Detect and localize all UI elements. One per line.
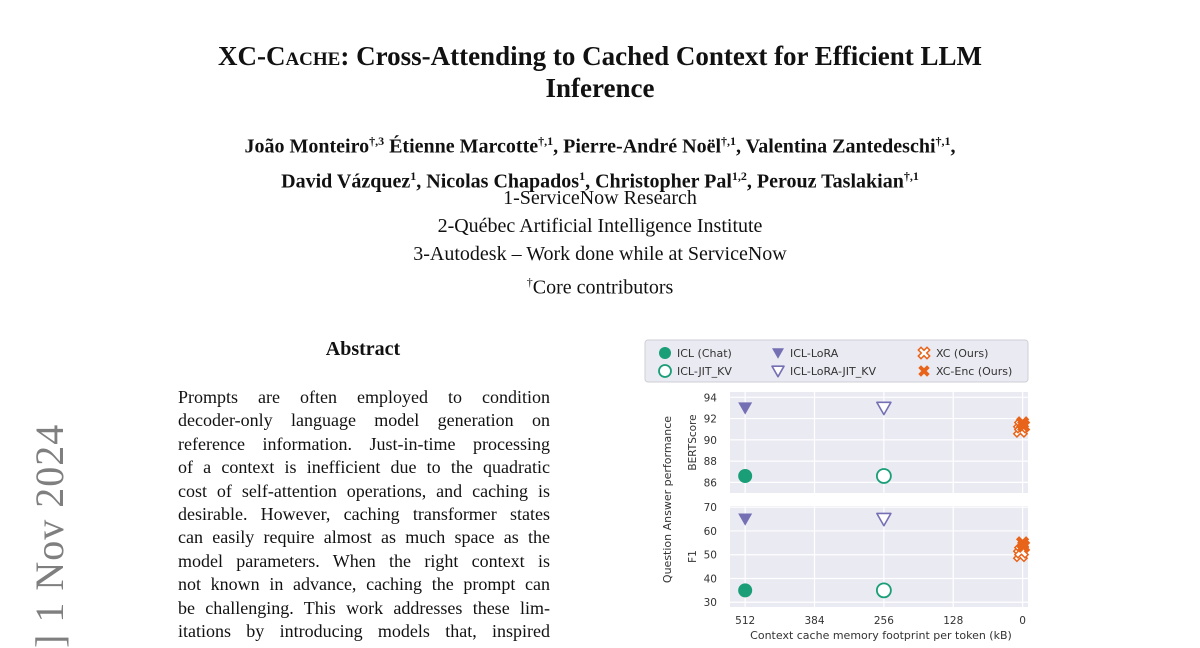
- y-tick-label: 40: [704, 573, 717, 585]
- author-name: ,: [950, 135, 956, 158]
- x-tick-label: 512: [735, 615, 755, 627]
- data-point-icl-jit-kv: [875, 468, 892, 484]
- affiliation-3: 3-Autodesk – Work done while at ServiceN…: [413, 243, 787, 265]
- y-tick-label: 60: [704, 526, 717, 538]
- panel-y-label: F1: [687, 550, 699, 563]
- author-affiliation-mark: †,1: [903, 168, 919, 183]
- author-affiliation-mark: 1: [410, 168, 417, 183]
- y-tick-label: 94: [704, 392, 718, 404]
- data-point-icl-chat-: [738, 583, 753, 598]
- core-contributors-text: Core contributors: [532, 276, 674, 299]
- legend-marker-icl-lora-jit-kv: [771, 365, 785, 378]
- author-name: , Perouz Taslakian: [746, 170, 904, 193]
- abstract-line: of a context is inefficient due to the q…: [178, 457, 550, 478]
- dagger-symbol: †: [526, 275, 533, 289]
- core-contributors-note: †Core contributors: [0, 268, 1200, 302]
- abstract-line: be challenging. This work addresses thes…: [178, 597, 550, 618]
- legend-marker-icl-jit-kv: [658, 364, 672, 378]
- x-tick-label: 256: [874, 615, 894, 627]
- author-name: , Nicolas Chapados: [416, 170, 580, 193]
- data-point-icl-lora: [738, 513, 753, 526]
- affiliation-1: 1-ServiceNow Research: [503, 187, 697, 209]
- author-name: David Vázquez: [281, 170, 411, 193]
- y-tick-label: 86: [704, 477, 718, 489]
- x-tick-label: 128: [943, 615, 963, 627]
- x-tick-label: 0: [1019, 615, 1026, 627]
- author-affiliation-mark: †,1: [935, 134, 951, 148]
- abstract-heading: Abstract: [325, 338, 401, 360]
- y-tick-label: 90: [704, 435, 717, 447]
- data-point-icl-lora-jit-kv: [876, 512, 892, 527]
- author-name: , Valentina Zantedeschi: [736, 135, 936, 158]
- abstract-line: decoder-only language model generation o…: [178, 410, 550, 431]
- author-name: , Pierre-André Noël: [553, 135, 722, 158]
- abstract-body: Prompts are often employed to condition d…: [178, 386, 550, 643]
- legend-label: ICL-JIT_KV: [677, 365, 732, 378]
- data-point-xc-enc-ours-: [1017, 539, 1031, 554]
- legend-marker-icl-lora: [772, 348, 784, 359]
- author-affiliation-mark: †,1: [721, 134, 737, 148]
- author-line-2: David Vázquez1, Nicolas Chapados1, Chris…: [0, 162, 1200, 197]
- author-line-1: João Monteiro†,3 Étienne Marcotte†,1, Pi…: [0, 127, 1200, 162]
- legend-label: XC-Enc (Ours): [936, 365, 1012, 378]
- arxiv-side-stamp: ] 1 Nov 2024: [27, 423, 72, 648]
- author-affiliation-mark: †,3: [369, 134, 385, 148]
- title-system-name: XC-Cache: [217, 41, 341, 71]
- affiliation-2: 2-Québec Artificial Intelligence Institu…: [437, 215, 763, 237]
- abstract-line: cost of self-attention operations, and c…: [178, 480, 550, 501]
- author-affiliation-mark: †,1: [538, 134, 554, 148]
- author-affiliation-mark: 1: [579, 168, 586, 183]
- y-tick-label: 88: [704, 456, 717, 468]
- shared-y-label: Question Answer performance: [661, 416, 674, 583]
- legend-label: ICL-LoRA-JIT_KV: [790, 365, 876, 378]
- abstract-line: itations by introducing models that, ins…: [178, 621, 550, 642]
- abstract-line: Prompts are often employed to condition: [178, 387, 550, 407]
- abstract-line: reference information. Just-in-time proc…: [178, 433, 550, 454]
- title-rest: : Cross-Attending to Cached Context for …: [340, 41, 983, 71]
- paper-title: XC-Cache: Cross-Attending to Cached Cont…: [0, 40, 1200, 104]
- y-tick-label: 50: [704, 550, 717, 562]
- legend-marker-xc-enc-ours-: [918, 365, 930, 377]
- abstract-line: model parameters. When the right context…: [178, 550, 550, 571]
- author-name: João Monteiro: [244, 135, 370, 158]
- author-list: João Monteiro†,3 Étienne Marcotte†,1, Pi…: [0, 127, 1200, 196]
- legend-label: ICL-LoRA: [790, 347, 839, 360]
- qa-performance-figure: ICL (Chat) ICL-LoRA XC (Ours) ICL-JIT_KV ICL…: [644, 339, 1031, 642]
- affiliations: 1-ServiceNow Research 2-Québec Artificia…: [0, 184, 1200, 302]
- legend-marker-xc-ours-: [917, 346, 931, 360]
- panel-y-label: BERTScore: [687, 414, 699, 470]
- y-tick-label: 92: [704, 414, 717, 426]
- legend-marker-icl-chat-: [659, 347, 671, 359]
- x-tick-label: 384: [805, 615, 825, 627]
- data-point-icl-lora-jit-kv: [876, 401, 892, 416]
- author-name: Étienne Marcotte: [384, 135, 539, 158]
- x-axis-label: Context cache memory footprint per token…: [750, 629, 1012, 642]
- y-tick-label: 70: [704, 502, 717, 514]
- data-point-icl-lora: [738, 402, 753, 415]
- abstract-line: not known in advance, caching the prompt…: [178, 574, 550, 595]
- data-point-icl-jit-kv: [875, 582, 892, 599]
- legend-label: XC (Ours): [936, 347, 988, 360]
- author-name: , Christopher Pal: [585, 170, 732, 193]
- abstract-line: can easily require almost as much space …: [178, 527, 550, 548]
- legend-label: ICL (Chat): [677, 347, 732, 360]
- data-point-icl-chat-: [738, 468, 753, 483]
- legend-box: [644, 339, 1029, 383]
- title-line-2: Inference: [545, 73, 655, 103]
- abstract-line: desirable. However, caching transformer …: [178, 504, 550, 525]
- author-affiliation-mark: 1,2: [731, 168, 747, 183]
- y-tick-label: 30: [704, 597, 717, 609]
- data-point-xc-enc-ours-: [1017, 419, 1031, 433]
